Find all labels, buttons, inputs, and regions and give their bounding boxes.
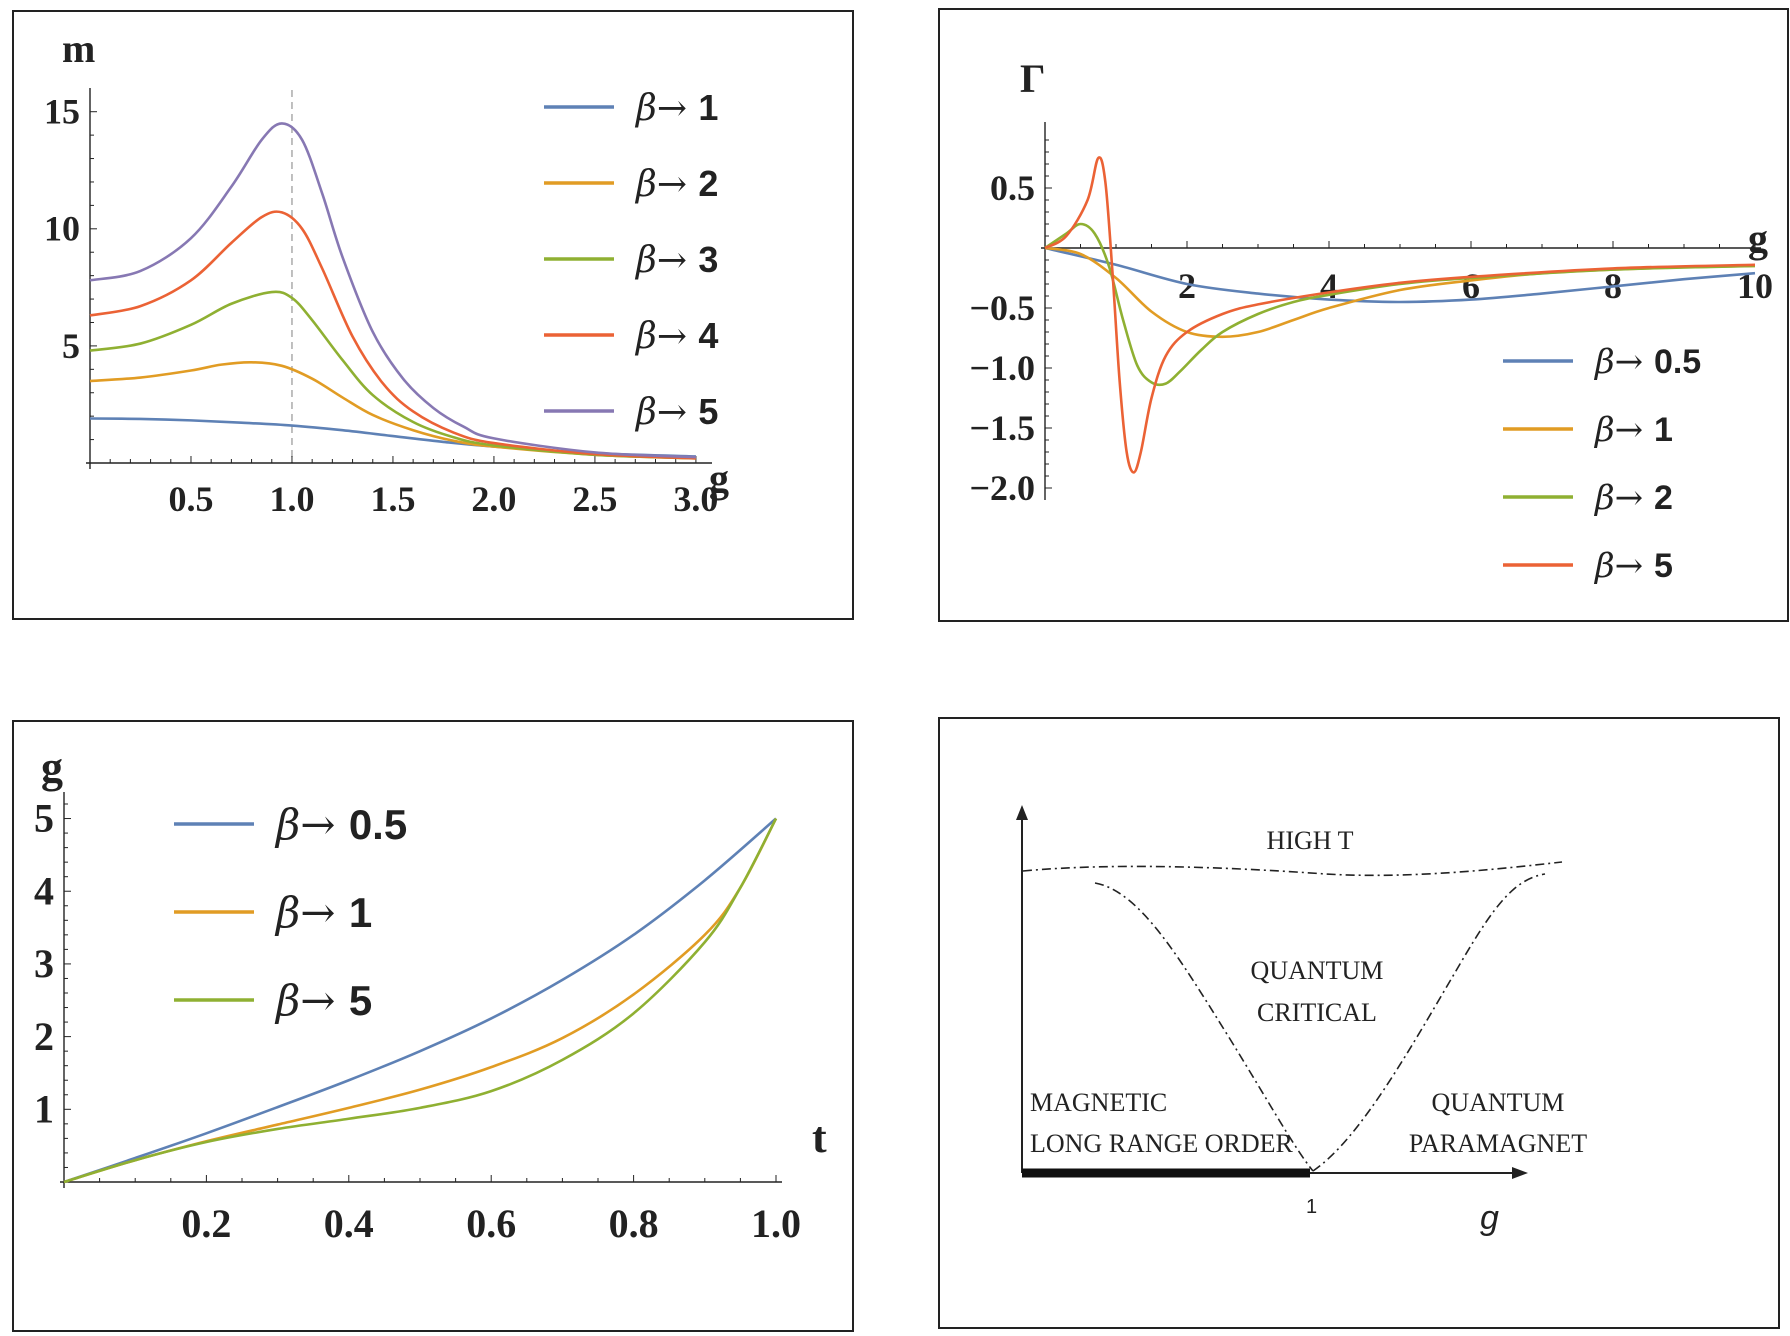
magnetization-y-tick-label: 5 [62,326,80,366]
magnetization-x-tick-label: 3.0 [673,479,718,519]
magnetization-y-tick-label: 15 [44,92,80,132]
coupling-legend-label: β→ 1 [274,888,372,937]
magnetization-chart: 0.5 1.0 1.5 2.0 2.5 3.0 5 10 15 m g β→ 1 β→ 2 β→ 3 β→ … [44,26,729,519]
gamma-x-tick-label: 10 [1737,266,1773,306]
gamma-y-tick-label: −0.5 [969,288,1035,328]
magnetization-series-line-4 [89,210,696,460]
coupling-legend-label: β→ 0.5 [274,800,407,849]
magnetization-legend-label: β→ 2 [634,163,718,205]
gamma-y-tick-label: −2.0 [969,468,1035,508]
gamma-legend-label: β→ 2 [1593,478,1673,518]
magnetization-x-tick-label: 0.5 [168,479,213,519]
coupling-flow-chart: 0.2 0.4 0.6 0.8 1.0 1 2 3 4 5g t β→ 0.5 β→ 1 β→ 5 [34,743,827,1246]
magnetization-x-tick-label: 1.5 [370,479,415,519]
magnetization-chart-panel: 0.5 1.0 1.5 2.0 2.5 3.0 5 10 15 m g β→ 1 β→ 2 β→ 3 β→ … [12,10,854,620]
gamma-series-line-0.5 [1044,246,1756,304]
g-axis-label: g [1480,1199,1499,1237]
coupling-x-axis-label: t [812,1113,827,1162]
right-crossover-line [1312,873,1546,1172]
coupling-x-tick-label: 0.6 [466,1201,516,1246]
gamma-legend-label: β→ 0.5 [1593,342,1701,382]
coupling-x-tick-label: 0.4 [324,1201,374,1246]
high-t-label: HIGH T [1267,826,1354,855]
ordered-phase-label-1: MAGNETIC [1030,1088,1167,1117]
magnetization-x-axis-label: g [709,456,729,501]
coupling-x-tick-label: 0.2 [181,1201,231,1246]
magnetization-y-tick-label: 10 [44,209,80,249]
phase-diagram-panel: T 0 1 g HIGH T QUANTUM CRITICAL MAGNETIC… [938,717,1780,1329]
left-crossover-line [1094,882,1314,1172]
paramagnet-label-2: PARAMAGNET [1409,1129,1587,1158]
gamma-series-line-1 [1044,246,1756,339]
high-t-crossover-line [1022,861,1563,877]
magnetization-y-axis-label: m [62,26,95,71]
magnetization-x-tick-label: 1.0 [269,479,314,519]
g-axis-arrowhead [1512,1167,1528,1179]
gamma-y-tick-label: −1.5 [969,408,1035,448]
coupling-y-tick-label: 1 [34,1087,54,1132]
magnetization-legend-label: β→ 3 [634,239,718,281]
coupling-y-axis-label: g [41,743,63,792]
coupling-x-tick-label: 1.0 [751,1201,801,1246]
coupling-series-line-0.5 [63,817,777,1184]
gamma-y-axis-label: Γ [1020,56,1045,101]
phase-diagram: T 0 1 g HIGH T QUANTUM CRITICAL MAGNETIC… [1016,805,1587,1237]
gamma-x-axis-label: g [1748,216,1768,261]
gamma-y-tick-label: 0.5 [990,168,1035,208]
quantum-critical-label-1: QUANTUM [1251,956,1384,985]
magnetization-legend-label: β→ 5 [634,391,718,433]
gamma-x-tick-label: 2 [1178,266,1196,306]
magnetization-series-line-3 [89,290,696,460]
paramagnet-label-1: QUANTUM [1432,1088,1565,1117]
coupling-x-tick-label: 0.8 [609,1201,659,1246]
t-axis-arrowhead [1016,805,1028,820]
gamma-y-tick-label: −1.0 [969,348,1035,388]
magnetization-x-tick-label: 2.0 [471,479,516,519]
magnetization-x-tick-label: 2.5 [572,479,617,519]
coupling-legend-label: β→ 5 [274,976,372,1025]
magnetization-legend-label: β→ 4 [634,315,718,357]
coupling-y-tick-label: 4 [34,868,54,913]
coupling-series-line-5 [63,817,778,1184]
coupling-y-tick-label: 3 [34,941,54,986]
coupling-flow-chart-panel: 0.2 0.4 0.6 0.8 1.0 1 2 3 4 5 g t β→ 0.5 β→ 1 β→ 5 [12,720,854,1332]
coupling-series-line-1 [63,817,778,1184]
gamma-legend-label: β→ 5 [1593,546,1673,586]
critical-point-label: 1 [1306,1196,1317,1218]
gamma-series-line-5 [1044,156,1756,474]
ordered-phase-label-2: LONG RANGE ORDER [1030,1129,1294,1158]
magnetization-legend-label: β→ 1 [634,87,718,129]
gamma-legend-label: β→ 1 [1593,410,1673,450]
magnetization-series-line-5 [89,122,696,459]
quantum-critical-label-2: CRITICAL [1257,998,1377,1027]
coupling-y-tick-label: 5 [34,796,54,841]
coupling-y-tick-label: 2 [34,1014,54,1059]
